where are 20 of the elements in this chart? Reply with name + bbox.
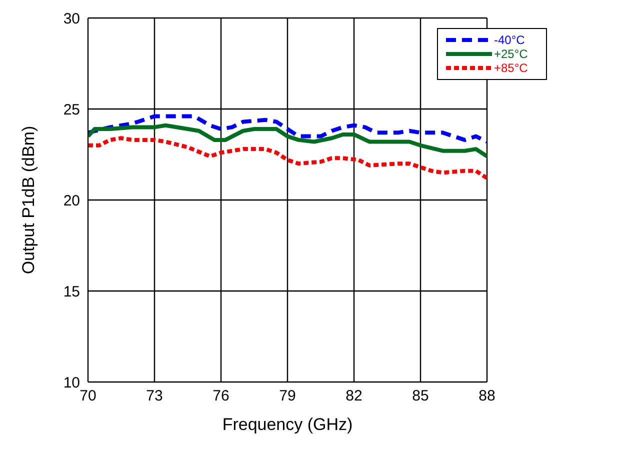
legend-label: +25°C bbox=[494, 47, 528, 61]
x-tick-label: 73 bbox=[146, 388, 163, 405]
x-tick-label: 88 bbox=[478, 388, 496, 405]
x-tick-label: 79 bbox=[279, 388, 296, 405]
y-tick-label: 30 bbox=[63, 10, 80, 28]
y-tick-label: 20 bbox=[63, 192, 80, 210]
legend-label: -40°C bbox=[494, 33, 525, 47]
line-series bbox=[88, 136, 487, 180]
y-tick-label: 10 bbox=[63, 374, 80, 392]
line-series bbox=[88, 114, 487, 144]
legend-label: +85°C bbox=[494, 61, 528, 75]
y-axis-title: Output P1dB (dBm) bbox=[19, 126, 38, 274]
y-tick-label: 15 bbox=[63, 283, 80, 300]
line-series bbox=[88, 123, 487, 158]
x-axis-title: Frequency (GHz) bbox=[222, 415, 353, 434]
x-tick-label: 85 bbox=[412, 388, 429, 405]
x-tick-label: 76 bbox=[212, 388, 230, 405]
y-tick-label: 25 bbox=[63, 101, 80, 118]
x-tick-label: 70 bbox=[80, 388, 96, 405]
x-tick-label: 82 bbox=[346, 388, 362, 405]
